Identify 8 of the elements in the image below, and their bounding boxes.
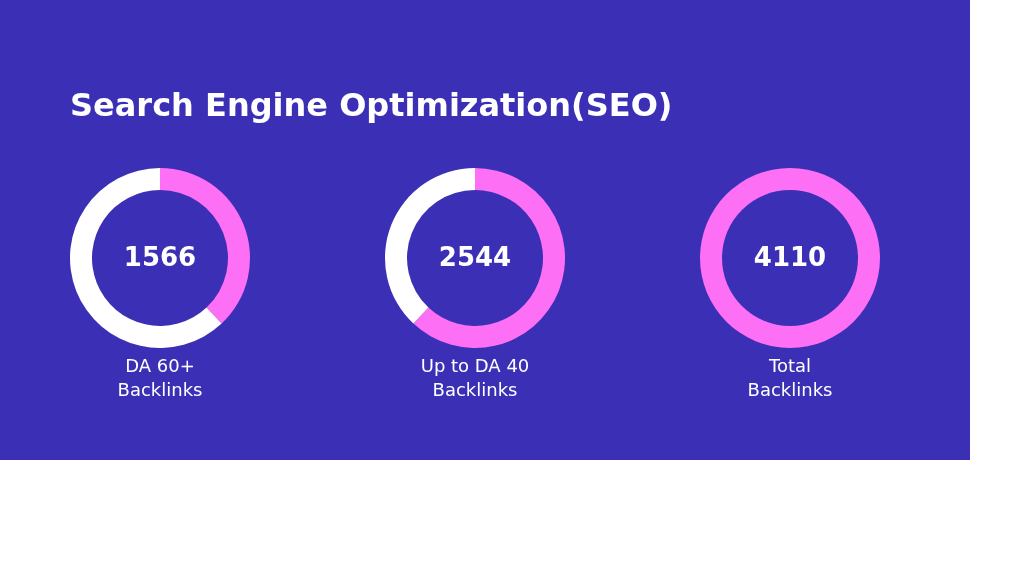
donut-slice (413, 168, 565, 348)
text: Up to DA 40 Backlinks (420, 355, 530, 400)
text: DA 60+ Backlinks (117, 355, 203, 400)
text: Total Backlinks (747, 355, 833, 400)
donut-slice (70, 168, 222, 348)
text: 2544 (438, 242, 512, 272)
text: Search Engine Optimization(SEO) (70, 86, 673, 124)
text: 1566 (123, 242, 197, 272)
